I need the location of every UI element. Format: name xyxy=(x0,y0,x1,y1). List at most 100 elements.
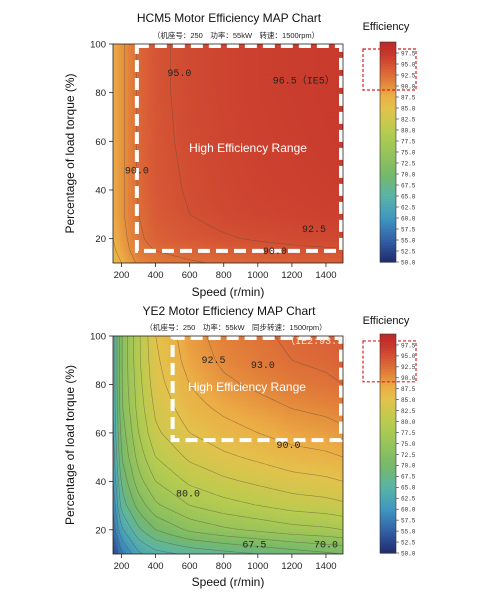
heatmap-cell xyxy=(315,161,319,166)
heatmap-cell xyxy=(213,93,217,97)
heatmap-cell xyxy=(238,115,242,119)
heatmap-cell xyxy=(200,65,204,70)
heatmap-cell xyxy=(120,153,124,157)
heatmap-cell xyxy=(153,85,157,89)
heatmap-cell xyxy=(293,79,297,83)
heatmap-cell xyxy=(118,65,122,70)
heatmap-cell xyxy=(198,139,202,144)
heatmap-cell xyxy=(313,68,317,72)
heatmap-cell xyxy=(210,123,214,127)
heatmap-cell xyxy=(300,120,304,124)
heatmap-cell xyxy=(205,82,209,86)
heatmap-cell xyxy=(150,52,154,56)
heatmap-cell xyxy=(158,52,162,56)
heatmap-cell xyxy=(120,150,124,155)
heatmap-cell xyxy=(120,156,124,160)
heatmap-cell xyxy=(333,137,337,141)
heatmap-cell xyxy=(305,123,309,127)
heatmap-cell xyxy=(168,128,172,133)
heatmap-cell xyxy=(170,79,174,83)
heatmap-cell xyxy=(270,93,274,97)
heatmap-cell xyxy=(280,76,284,81)
heatmap-cell xyxy=(313,54,317,59)
heatmap-cell xyxy=(133,126,137,130)
heatmap-cell xyxy=(283,104,287,108)
heatmap-cell xyxy=(295,54,299,59)
heatmap-cell xyxy=(325,134,329,138)
heatmap-cell xyxy=(198,93,202,97)
heatmap-cell xyxy=(138,148,142,152)
heatmap-cell xyxy=(280,128,284,133)
heatmap-cell xyxy=(153,68,157,72)
heatmap-cell xyxy=(250,71,254,75)
heatmap-cell xyxy=(273,63,277,67)
heatmap-cell xyxy=(330,49,334,53)
heatmap-cell xyxy=(258,63,262,67)
heatmap-cell xyxy=(145,68,149,72)
heatmap-cell xyxy=(238,52,242,56)
heatmap-cell xyxy=(180,87,184,92)
heatmap-cell xyxy=(193,101,197,105)
heatmap-cell xyxy=(113,44,117,48)
heatmap-cell xyxy=(318,131,322,135)
heatmap-cell xyxy=(243,52,247,56)
heatmap-cell xyxy=(155,134,159,138)
heatmap-cell xyxy=(175,76,179,81)
heatmap-cell xyxy=(185,109,189,114)
heatmap-cell xyxy=(278,96,282,100)
heatmap-cell xyxy=(230,131,234,135)
heatmap-cell xyxy=(280,79,284,83)
heatmap-cell xyxy=(133,131,137,135)
heatmap-cell xyxy=(270,76,274,81)
heatmap-cell xyxy=(195,145,199,149)
heatmap-cell xyxy=(193,117,197,122)
heatmap-cell xyxy=(113,87,117,92)
heatmap-cell xyxy=(250,156,254,160)
heatmap-cell xyxy=(225,139,229,144)
heatmap-cell xyxy=(275,68,279,72)
heatmap-cell xyxy=(158,106,162,111)
heatmap-cell xyxy=(173,63,177,67)
heatmap-cell xyxy=(180,137,184,141)
heatmap-cell xyxy=(175,109,179,114)
heatmap-cell xyxy=(263,158,267,163)
heatmap-cell xyxy=(160,117,164,122)
heatmap-cell xyxy=(158,137,162,141)
heatmap-cell xyxy=(118,98,122,103)
heatmap-cell xyxy=(198,82,202,86)
heatmap-cell xyxy=(143,120,147,124)
heatmap-cell xyxy=(178,57,182,62)
heatmap-cell xyxy=(213,117,217,122)
heatmap-cell xyxy=(173,161,177,166)
heatmap-cell xyxy=(165,131,169,135)
heatmap-cell xyxy=(185,65,189,70)
heatmap-cell xyxy=(133,63,137,67)
heatmap-cell xyxy=(238,63,242,67)
heatmap-cell xyxy=(305,65,309,70)
heatmap-cell xyxy=(263,134,267,138)
heatmap-cell xyxy=(278,104,282,108)
heatmap-cell xyxy=(203,49,207,53)
heatmap-cell xyxy=(125,148,129,152)
heatmap-cell xyxy=(250,106,254,111)
heatmap-cell xyxy=(155,71,159,75)
heatmap-cell xyxy=(140,87,144,92)
heatmap-cell xyxy=(295,101,299,105)
heatmap-cell xyxy=(220,142,224,146)
heatmap-cell xyxy=(335,145,339,149)
heatmap-cell xyxy=(248,68,252,72)
heatmap-cell xyxy=(138,60,142,64)
heatmap-cell xyxy=(220,87,224,92)
heatmap-cell xyxy=(265,109,269,114)
heatmap-cell xyxy=(248,52,252,56)
heatmap-cell xyxy=(285,85,289,89)
heatmap-cell xyxy=(138,104,142,108)
heatmap-cell xyxy=(285,153,289,157)
heatmap-cell xyxy=(243,134,247,138)
heatmap-cell xyxy=(218,106,222,111)
heatmap-cell xyxy=(300,98,304,103)
heatmap-cell xyxy=(150,68,154,72)
heatmap-cell xyxy=(255,96,259,100)
heatmap-cell xyxy=(330,87,334,92)
heatmap-cell xyxy=(235,54,239,59)
